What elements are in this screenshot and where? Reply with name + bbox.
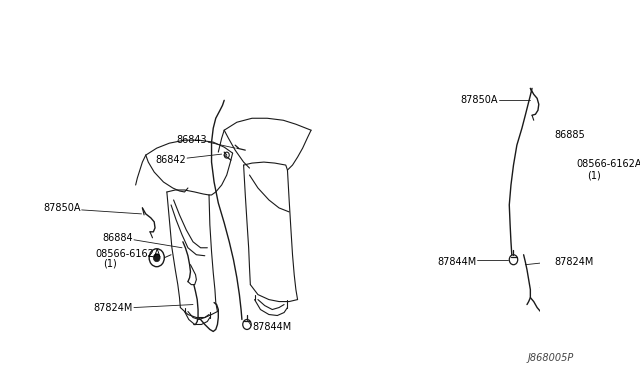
Text: 87850A: 87850A <box>44 203 81 213</box>
Text: 87844M: 87844M <box>437 257 476 267</box>
Text: (1): (1) <box>587 170 600 180</box>
Text: 87824M: 87824M <box>554 257 593 267</box>
Text: 08566-6162A: 08566-6162A <box>95 249 161 259</box>
Text: 08566-6162A: 08566-6162A <box>577 159 640 169</box>
Text: 86884: 86884 <box>102 233 133 243</box>
Circle shape <box>560 159 575 177</box>
Text: J868005P: J868005P <box>528 353 574 363</box>
Text: 87850A: 87850A <box>461 95 499 105</box>
Text: 87844M: 87844M <box>252 323 291 333</box>
Circle shape <box>224 152 229 158</box>
Circle shape <box>149 249 164 267</box>
Text: 86885: 86885 <box>554 130 585 140</box>
Circle shape <box>154 254 160 262</box>
Text: 87824M: 87824M <box>93 302 133 312</box>
Text: 86843: 86843 <box>177 135 207 145</box>
Circle shape <box>564 164 571 172</box>
Text: (1): (1) <box>104 259 117 269</box>
Text: 86842: 86842 <box>156 155 186 165</box>
